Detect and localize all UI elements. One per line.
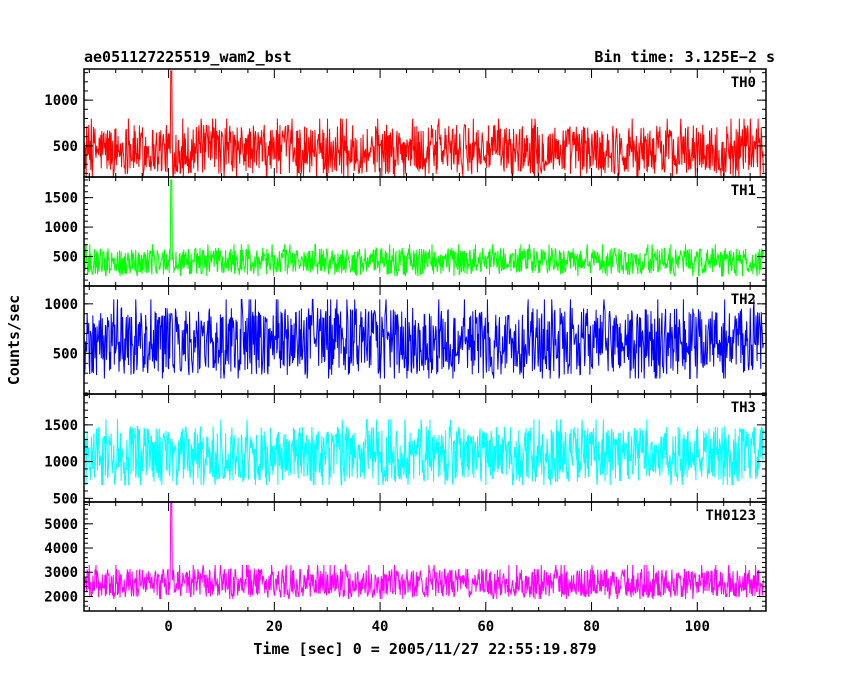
y-tick-label: 1000 (44, 93, 78, 109)
y-axis-label: Counts/sec (5, 295, 23, 385)
x-tick-label: 80 (583, 619, 600, 635)
y-tick-label: 1000 (44, 455, 78, 471)
panel-th0: 500 1000 TH0 (44, 68, 767, 178)
chart-title-left: ae051127225519_wam2_bst (84, 48, 292, 66)
x-tick-label: 0 (164, 619, 172, 635)
series-line-th2 (84, 298, 764, 380)
panel-th3: 500 1000 1500 TH3 (44, 393, 767, 507)
panel-label-th0: TH0 (731, 75, 756, 91)
y-tick-label: 2000 (44, 589, 78, 605)
y-tick-label: 500 (53, 139, 78, 155)
y-tick-label: 4000 (44, 541, 78, 557)
series-line-th0123 (84, 502, 764, 600)
panel-label-th1: TH1 (731, 183, 756, 199)
x-tick-label: 100 (685, 619, 710, 635)
chart-title-right: Bin time: 3.125E−2 s (594, 48, 775, 66)
y-tick-label: 500 (53, 250, 78, 266)
panel-th0123: 2000 3000 4000 5000 TH0123 (44, 501, 767, 612)
x-axis-label: Time [sec] 0 = 2005/11/27 22:55:19.879 (253, 640, 596, 658)
series-line-th3 (84, 418, 764, 486)
y-tick-label: 500 (53, 491, 78, 507)
panel-label-th2: TH2 (731, 292, 756, 308)
y-tick-label: 1000 (44, 297, 78, 313)
x-tick-label: 40 (372, 619, 389, 635)
series-line-th0 (84, 70, 764, 177)
panel-th1: 500 1000 1500 TH1 (44, 176, 767, 287)
panel-label-th3: TH3 (731, 400, 756, 416)
y-tick-label: 3000 (44, 565, 78, 581)
x-tick-label: 60 (477, 619, 494, 635)
y-tick-label: 1000 (44, 220, 78, 236)
y-tick-label: 1500 (44, 191, 78, 207)
panel-frame (83, 501, 767, 612)
series-line-th1 (84, 179, 764, 277)
panel-label-th0123: TH0123 (705, 508, 756, 524)
y-tick-label: 1500 (44, 418, 78, 434)
panel-th2: 500 1000 TH2 (44, 285, 767, 395)
y-tick-label: 500 (53, 346, 78, 362)
y-tick-label: 5000 (44, 517, 78, 533)
x-tick-label: 20 (266, 619, 283, 635)
